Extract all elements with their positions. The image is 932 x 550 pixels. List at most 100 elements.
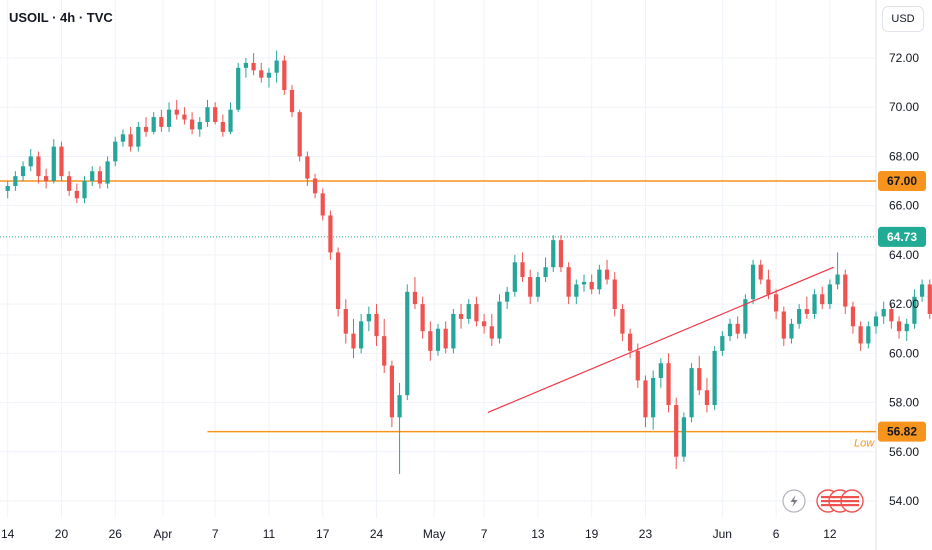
candle-body — [443, 328, 448, 349]
candle-body — [5, 185, 10, 191]
candle — [36, 151, 41, 184]
candle-body — [182, 114, 187, 120]
last-price-label: 64.73 — [887, 230, 917, 244]
candle-body — [266, 72, 272, 78]
candle-body — [82, 181, 87, 199]
candle-body — [374, 313, 379, 337]
candle-body — [543, 267, 548, 278]
candle-body — [520, 262, 525, 278]
candle — [743, 294, 748, 339]
level-price-label: 56.82 — [887, 425, 917, 439]
candle — [543, 257, 548, 282]
candle — [827, 279, 833, 310]
candle — [328, 210, 333, 260]
candle — [720, 331, 725, 356]
candle-body — [159, 117, 164, 127]
event-flags-icon[interactable] — [816, 489, 864, 513]
candle-body — [812, 294, 817, 314]
candle-body — [481, 321, 487, 327]
lightning-icon[interactable] — [782, 489, 806, 513]
last-price-tag — [878, 226, 926, 247]
price-levels — [0, 180, 876, 433]
candle-body — [113, 141, 118, 162]
candle-body — [36, 156, 41, 177]
candle — [289, 85, 295, 118]
candle-body — [205, 107, 210, 122]
candle — [481, 313, 487, 334]
candle-body — [328, 215, 333, 253]
candle-body — [727, 323, 733, 337]
candle — [43, 168, 49, 189]
candle-body — [604, 269, 610, 280]
candle-body — [635, 350, 640, 381]
candle-body — [143, 126, 149, 132]
candle — [28, 149, 33, 172]
y-tick-label: 60.00 — [889, 346, 919, 360]
y-tick-label: 62.00 — [889, 297, 919, 311]
candle-body — [105, 161, 110, 184]
candle — [428, 321, 433, 361]
candle-body — [589, 281, 594, 290]
x-tick-label: Apr — [154, 527, 173, 541]
candle — [797, 304, 802, 329]
candle-body — [904, 323, 909, 332]
chart-grid — [0, 0, 877, 550]
candle-body — [243, 62, 249, 68]
low-annotation: Low — [854, 438, 875, 450]
candle — [458, 304, 464, 329]
candle — [443, 321, 448, 354]
candle-body — [405, 291, 410, 396]
candle — [397, 382, 402, 474]
candle — [374, 304, 379, 346]
candle-body — [51, 146, 56, 182]
candle — [589, 274, 594, 295]
candle-body — [551, 240, 556, 268]
candle — [20, 161, 26, 182]
candle-body — [420, 304, 425, 332]
level-price-tag — [878, 421, 926, 442]
candle — [674, 397, 679, 470]
candle-body — [197, 121, 202, 130]
x-tick-label: 23 — [639, 527, 653, 541]
x-tick-label: 24 — [370, 527, 384, 541]
candle-body — [681, 417, 687, 457]
candle — [904, 318, 909, 342]
candle — [889, 304, 894, 329]
x-tick-label: 7 — [212, 527, 219, 541]
candle-body — [43, 176, 49, 182]
y-tick-label: 68.00 — [889, 149, 919, 163]
candle — [620, 304, 625, 342]
candle-body — [312, 178, 318, 194]
candle — [297, 109, 302, 162]
candle — [843, 269, 848, 314]
candle-body — [458, 313, 464, 319]
x-tick-label: May — [423, 527, 446, 541]
candle-body — [213, 107, 218, 122]
candle — [512, 254, 517, 297]
candle-body — [497, 301, 502, 339]
price-axis: 72.00 70.00 68.00 66.00 64.00 62.00 60.00 58.00… — [889, 51, 919, 508]
candle-body — [297, 112, 302, 157]
candle — [143, 117, 149, 137]
candle — [282, 55, 287, 95]
y-tick-label: 58.00 — [889, 396, 919, 410]
candle-body — [873, 316, 879, 327]
currency-button[interactable]: USD — [882, 6, 924, 32]
candle — [136, 121, 141, 152]
candle — [666, 353, 671, 413]
candle-body — [151, 117, 156, 132]
candle — [359, 313, 364, 354]
candle-body — [566, 267, 571, 297]
x-tick-label: 20 — [55, 527, 69, 541]
candle — [159, 109, 164, 132]
candle-body — [658, 363, 663, 378]
candle-body — [359, 321, 364, 349]
candle-body — [305, 156, 310, 179]
candle — [236, 62, 241, 113]
candle — [927, 279, 932, 319]
candle — [189, 112, 195, 135]
trendline-layer — [487, 266, 834, 413]
candle — [635, 343, 640, 388]
candle-body — [59, 146, 64, 177]
